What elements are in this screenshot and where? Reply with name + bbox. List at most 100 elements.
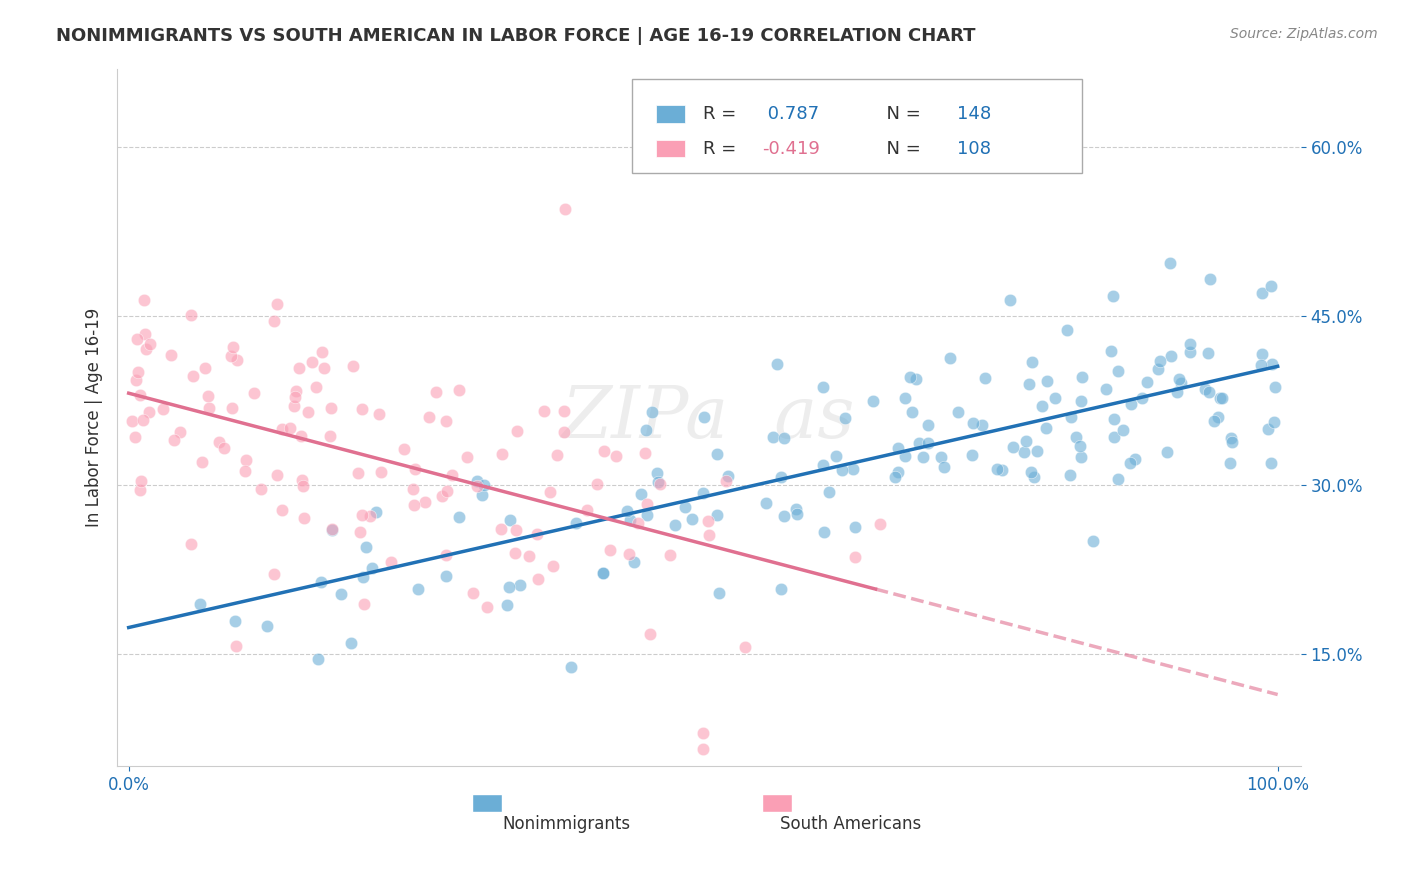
Point xyxy=(762,430,785,444)
Point xyxy=(599,542,621,557)
Point xyxy=(1123,451,1146,466)
Point xyxy=(681,512,703,526)
Text: 148: 148 xyxy=(957,105,991,123)
Point xyxy=(990,463,1012,477)
Point xyxy=(191,455,214,469)
Point xyxy=(623,555,645,569)
Point xyxy=(1031,399,1053,413)
Point xyxy=(321,523,343,537)
Point xyxy=(319,429,342,443)
Point xyxy=(124,430,146,444)
Point xyxy=(131,474,153,488)
Point xyxy=(636,508,658,523)
Point xyxy=(734,640,756,654)
Point xyxy=(1111,423,1133,437)
Point xyxy=(1199,271,1222,285)
Point xyxy=(560,660,582,674)
Point xyxy=(917,435,939,450)
Point xyxy=(697,514,720,528)
Point xyxy=(1130,391,1153,405)
FancyBboxPatch shape xyxy=(472,794,502,812)
Point xyxy=(475,599,498,614)
Point xyxy=(1102,412,1125,426)
Point xyxy=(1102,289,1125,303)
Point xyxy=(650,476,672,491)
Point xyxy=(221,401,243,416)
Point xyxy=(1059,468,1081,483)
Point xyxy=(212,441,235,455)
Point xyxy=(634,446,657,460)
Point xyxy=(527,573,550,587)
Point xyxy=(138,405,160,419)
Point xyxy=(1119,397,1142,411)
Point xyxy=(766,358,789,372)
Point xyxy=(243,385,266,400)
Point xyxy=(1099,343,1122,358)
Text: 108: 108 xyxy=(957,140,991,158)
Point xyxy=(770,469,793,483)
Point xyxy=(163,433,186,447)
Point xyxy=(1170,376,1192,390)
Point xyxy=(152,401,174,416)
Point xyxy=(546,448,568,462)
Point xyxy=(1149,354,1171,368)
Point xyxy=(472,477,495,491)
Point xyxy=(962,448,984,462)
Point xyxy=(406,582,429,596)
Text: N =: N = xyxy=(875,105,927,123)
Point xyxy=(905,372,928,386)
Point xyxy=(887,465,910,479)
Point xyxy=(641,405,664,419)
Point xyxy=(645,466,668,480)
Point xyxy=(347,467,370,481)
Point xyxy=(1056,323,1078,337)
Point xyxy=(506,424,529,438)
Text: R =: R = xyxy=(703,105,742,123)
Point xyxy=(447,384,470,398)
Point xyxy=(430,489,453,503)
Point xyxy=(772,509,794,524)
Point xyxy=(278,421,301,435)
Point xyxy=(1194,383,1216,397)
Point xyxy=(1159,256,1181,270)
Point xyxy=(263,314,285,328)
Point xyxy=(517,549,540,563)
Point xyxy=(946,405,969,419)
Point xyxy=(465,474,488,488)
Point xyxy=(786,507,808,521)
Point xyxy=(1012,444,1035,458)
Point xyxy=(1250,359,1272,373)
Point xyxy=(297,405,319,419)
Text: South Americans: South Americans xyxy=(780,815,921,833)
Point xyxy=(1251,347,1274,361)
Point xyxy=(364,505,387,519)
Point xyxy=(834,410,856,425)
Point xyxy=(673,500,696,515)
Point xyxy=(716,468,738,483)
Point xyxy=(1260,279,1282,293)
Point xyxy=(350,402,373,417)
Point xyxy=(249,483,271,497)
Point xyxy=(301,355,323,369)
Point xyxy=(1064,429,1087,443)
Point xyxy=(907,435,929,450)
Point xyxy=(1261,357,1284,371)
Point xyxy=(962,417,984,431)
Text: 0.787: 0.787 xyxy=(762,105,820,123)
Point xyxy=(887,441,910,455)
Point xyxy=(340,636,363,650)
Point xyxy=(526,526,548,541)
Point xyxy=(434,548,457,562)
Point xyxy=(127,365,149,379)
Text: Nonimmigrants: Nonimmigrants xyxy=(503,815,631,833)
Point xyxy=(553,425,575,439)
Point xyxy=(270,502,292,516)
Point xyxy=(392,442,415,456)
Point xyxy=(434,414,457,428)
Point xyxy=(456,450,478,465)
Point xyxy=(1021,355,1043,369)
Point xyxy=(553,404,575,418)
Point xyxy=(221,340,243,354)
Point xyxy=(1198,385,1220,400)
Point xyxy=(291,479,314,493)
